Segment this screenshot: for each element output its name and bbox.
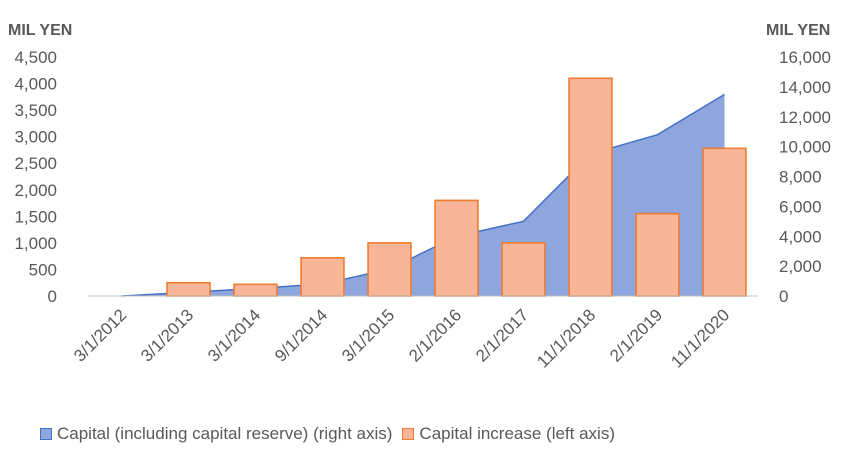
legend-item-capital-increase: Capital increase (left axis) (402, 424, 615, 444)
right-axis-tick-label: 12,000 (779, 108, 831, 127)
left-axis-unit-label: MIL YEN (8, 22, 72, 39)
left-axis-ticks: 0 500 1,000 1,500 2,000 2,500 3,000 3,500 4,000 4… (14, 48, 57, 306)
left-axis-tick-label: 4,000 (14, 75, 57, 94)
area-series-layer (122, 94, 725, 296)
right-axis-tick-label: 6,000 (779, 197, 822, 216)
capital-area (122, 94, 725, 296)
x-axis-tick-label: 11/1/2020 (667, 305, 733, 371)
capital-increase-bar (435, 200, 478, 296)
right-axis-tick-label: 2,000 (779, 257, 822, 276)
capital-increase-bar (368, 243, 411, 296)
capital-increase-bar (167, 283, 210, 296)
legend-swatch-capital (40, 428, 52, 440)
left-axis-tick-label: 4,500 (14, 48, 57, 67)
capital-increase-bar (502, 243, 545, 296)
right-axis-ticks: 0 2,000 4,000 6,000 8,000 10,000 12,000 14,000 1… (779, 48, 831, 306)
left-axis-tick-label: 2,500 (14, 154, 57, 173)
right-axis-tick-label: 10,000 (779, 138, 831, 157)
left-axis-tick-label: 1,000 (14, 234, 57, 253)
right-axis-tick-label: 8,000 (779, 168, 822, 187)
left-axis-tick-label: 2,000 (14, 181, 57, 200)
x-axis-tick-label: 9/1/2014 (271, 305, 331, 365)
left-axis-tick-label: 500 (29, 260, 57, 279)
legend-swatch-capital-increase (402, 428, 414, 440)
x-axis-tick-label: 3/1/2013 (137, 305, 197, 365)
capital-increase-bar (301, 258, 344, 296)
left-axis-tick-label: 3,000 (14, 128, 57, 147)
right-axis-tick-label: 16,000 (779, 48, 831, 67)
right-axis-unit-label: MIL YEN (766, 22, 830, 39)
left-axis-tick-label: 1,500 (14, 207, 57, 226)
legend: Capital (including capital reserve) (rig… (40, 424, 840, 444)
x-axis-tick-label: 2/1/2017 (472, 305, 532, 365)
right-axis-tick-label: 4,000 (779, 227, 822, 246)
x-axis-tick-label: 3/1/2015 (338, 305, 398, 365)
left-axis-tick-label: 0 (48, 287, 57, 306)
right-axis-tick-label: 0 (779, 287, 788, 306)
legend-item-capital: Capital (including capital reserve) (rig… (40, 424, 392, 444)
legend-label-capital: Capital (including capital reserve) (rig… (57, 424, 392, 444)
x-axis-tick-label: 2/1/2019 (606, 305, 666, 365)
right-axis-tick-label: 14,000 (779, 78, 831, 97)
x-axis-tick-label: 11/1/2018 (533, 305, 599, 371)
x-axis-ticks: 3/1/20123/1/20133/1/20149/1/20143/1/2015… (70, 305, 733, 371)
legend-label-capital-increase: Capital increase (left axis) (419, 424, 615, 444)
capital-increase-bar (234, 284, 277, 296)
x-axis-tick-label: 3/1/2012 (70, 305, 130, 365)
capital-increase-bar (636, 214, 679, 296)
capital-increase-bar (569, 78, 612, 296)
x-axis-tick-label: 3/1/2014 (204, 305, 264, 365)
capital-increase-bar (703, 148, 746, 296)
left-axis-tick-label: 3,500 (14, 101, 57, 120)
x-axis-tick-label: 2/1/2016 (405, 305, 465, 365)
